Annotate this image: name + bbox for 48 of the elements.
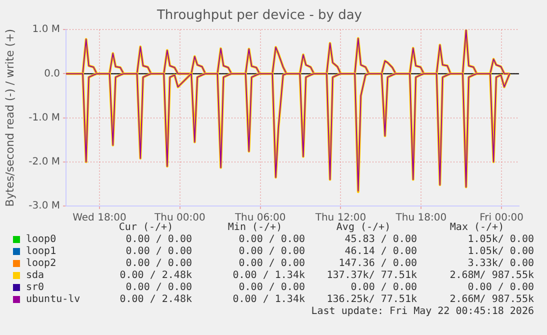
legend-label: loop1 <box>26 246 56 257</box>
text: 2.68M/ 987.55k <box>448 270 534 281</box>
y-tick-label: -1.0 M <box>28 112 60 124</box>
x-tick-label: Thu 06:00 <box>234 212 286 224</box>
x-tick-label: Fri 00:00 <box>480 212 524 224</box>
text: Last update: Fri May 22 00:45:18 2026 <box>310 306 534 317</box>
y-tick-label: -2.0 M <box>28 156 60 168</box>
y-axis-title: Bytes/second read (-) / write (+) <box>3 28 16 207</box>
text: 136.25k/ 77.51k <box>326 294 417 305</box>
legend-label: loop0 <box>26 234 56 245</box>
text: 0.00 / 0.00 <box>350 282 417 293</box>
text: 2.66M/ 987.55k <box>448 294 534 305</box>
text: 0.00 / 0.00 <box>124 282 192 293</box>
text: Max (-/+) <box>448 222 506 233</box>
y-tick-label: 1.0 M <box>32 24 60 36</box>
text: 0.00 / 1.34k <box>232 294 305 305</box>
text: 0.00 / 2.48k <box>118 270 192 281</box>
text: 0.00 / 0.00 <box>466 282 534 293</box>
text: 0.00 / 0.00 <box>124 246 192 257</box>
legend-label: loop2 <box>26 258 56 269</box>
text: 1.05k/ 0.00 <box>466 234 534 245</box>
x-tick-label: Thu 12:00 <box>314 212 366 224</box>
chart-title: Throughput per device - by day <box>156 8 362 24</box>
text: 0.00 / 0.00 <box>124 234 192 245</box>
text: 147.36 / 0.00 <box>338 258 417 269</box>
text: 0.00 / 0.00 <box>238 234 305 245</box>
legend-label: ubuntu-lv <box>26 294 80 305</box>
text: 46.14 / 0.00 <box>344 246 417 257</box>
text: Cur (-/+) <box>118 222 174 233</box>
y-tick-label: -3.0 M <box>28 200 60 212</box>
x-tick-label: Thu 18:00 <box>394 212 447 224</box>
y-tick-label: 0.0 <box>44 68 60 80</box>
text: Min (-/+) <box>226 222 284 233</box>
text: 0.00 / 0.00 <box>238 246 305 257</box>
text: Avg (-/+) <box>335 222 392 233</box>
text: 0.00 / 1.34k <box>232 270 305 281</box>
text: 0.00 / 0.00 <box>238 258 305 269</box>
text: 0.00 / 2.48k <box>118 294 192 305</box>
x-tick-label: Thu 00:00 <box>154 212 206 224</box>
text: 0.00 / 0.00 <box>124 258 192 269</box>
text: 0.00 / 0.00 <box>238 282 305 293</box>
text: 1.05k/ 0.00 <box>466 246 534 257</box>
text: 3.33k/ 0.00 <box>466 258 534 269</box>
legend-label: sda <box>26 270 44 281</box>
x-tick-label: Wed 18:00 <box>72 212 126 224</box>
text: 45.83 / 0.00 <box>344 234 417 245</box>
text: 137.37k/ 77.51k <box>326 270 417 281</box>
legend-label: sr0 <box>26 282 44 293</box>
